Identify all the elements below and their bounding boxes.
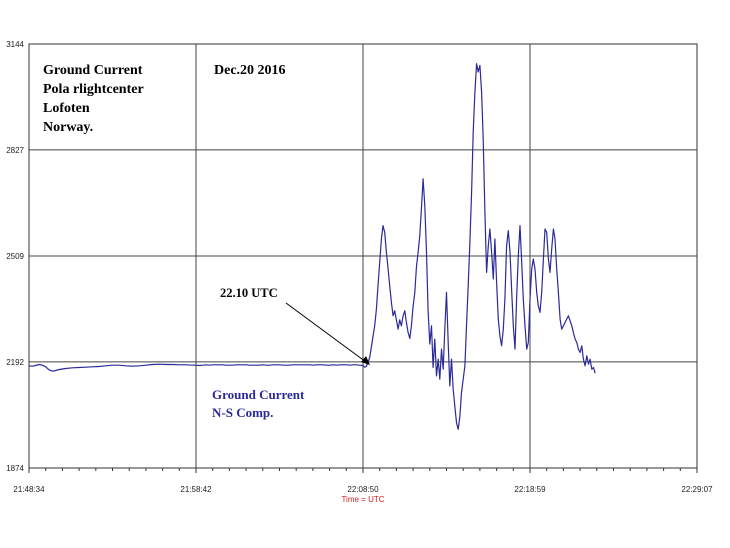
y-tick-label: 2827 xyxy=(6,146,24,155)
x-tick-label: 22:29:07 xyxy=(681,485,713,494)
x-tick-label: 21:48:34 xyxy=(13,485,45,494)
y-tick-label: 2192 xyxy=(6,358,24,367)
y-axis-ticks: 1874 2192 2509 2827 3144 xyxy=(6,40,24,473)
title-line-2: Pola rlightcenter xyxy=(43,82,144,97)
y-tick-label: 1874 xyxy=(6,464,24,473)
callout-label: 22.10 UTC xyxy=(220,286,278,300)
title-line-4: Norway. xyxy=(43,120,93,135)
callout-arrow xyxy=(285,302,367,363)
y-tick-label: 3144 xyxy=(6,40,24,49)
x-axis-title: Time = UTC xyxy=(341,495,384,504)
y-tick-label: 2509 xyxy=(6,252,24,261)
x-tick-label: 21:58:42 xyxy=(180,485,212,494)
title-line-3: Lofoten xyxy=(43,101,90,116)
series-line xyxy=(28,63,596,430)
series-layer xyxy=(28,63,596,430)
callout-arrowhead xyxy=(361,356,370,365)
x-tick-label: 22:08:50 xyxy=(347,485,379,494)
legend-line-2: N-S Comp. xyxy=(212,405,273,420)
x-tick-label: 22:18:59 xyxy=(514,485,546,494)
x-axis-ticks: 21:48:34 21:58:42 22:08:50 22:18:59 22:29:07 xyxy=(13,468,713,494)
title-line-1: Ground Current xyxy=(43,63,143,78)
legend-line-1: Ground Current xyxy=(212,387,305,402)
date-label: Dec.20 2016 xyxy=(214,63,286,78)
